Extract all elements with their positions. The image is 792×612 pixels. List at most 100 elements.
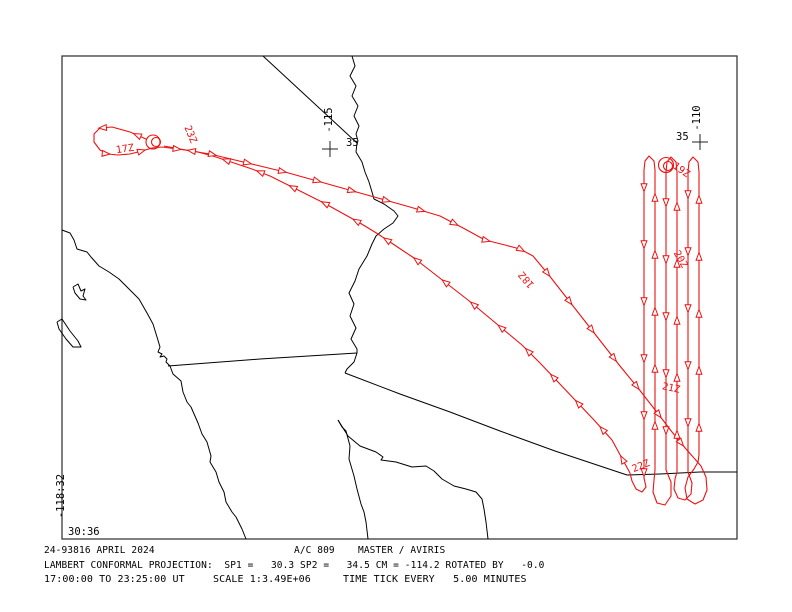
time-tick-arrow	[640, 354, 648, 364]
time-tick-arrow	[673, 429, 681, 439]
track-survey-turn-top-3	[643, 155, 656, 171]
time-tick-arrow	[620, 454, 628, 465]
time-tick-arrow	[673, 258, 681, 268]
time-tick-arrow	[673, 372, 681, 382]
time-tick-arrow	[684, 304, 692, 314]
time-tick-arrow	[684, 190, 692, 200]
track-survey-turn-bottom-2	[652, 469, 672, 506]
time-tick-arrow	[640, 183, 648, 193]
time-tick-arrow	[288, 184, 299, 193]
graticule-lat-left-label: 35	[346, 137, 359, 149]
time-tick-arrow	[662, 369, 670, 379]
time-tick-arrow	[684, 247, 692, 257]
time-tick-arrow	[651, 306, 659, 316]
track-loop-circle-1	[150, 136, 162, 148]
time-tick-arrow	[574, 399, 584, 409]
track-survey-turn-top-2	[665, 156, 678, 173]
time-tick-arrow	[662, 312, 670, 322]
time-tick-arrow	[684, 418, 692, 428]
time-tick-arrow	[255, 170, 266, 178]
time-tick-arrow	[312, 176, 323, 184]
flight-id: 24-938	[44, 545, 79, 556]
time-tick-arrow	[653, 408, 662, 419]
time-tick-arrow	[662, 255, 670, 265]
map-gulf-east-shore	[337, 419, 489, 540]
time-tick-arrow	[469, 301, 480, 311]
time-tick-arrow	[207, 150, 218, 158]
time-tick-arrow	[608, 352, 618, 363]
time-tick-arrow	[221, 158, 232, 166]
time-tick-info: TIME TICK EVERY 5.00 MINUTES	[343, 574, 527, 585]
flight-date: 16 APRIL 2024	[79, 545, 155, 556]
map-pacific-coast	[61, 229, 171, 367]
time-tick-arrow	[172, 144, 183, 153]
time-tick-arrow	[440, 279, 451, 288]
track-survey-entry-loop	[684, 454, 708, 505]
time-tick-arrow	[662, 426, 670, 436]
track-survey-turn-bottom-1	[673, 471, 693, 501]
graticule-lat-right-label: 35	[676, 131, 689, 143]
graticule-lon-right-label: -110	[691, 105, 703, 131]
projection-info: LAMBERT CONFORMAL PROJECTION: SP1 = 30.3…	[44, 560, 545, 571]
time-tick-arrow	[277, 166, 288, 174]
sensor-names: MASTER / AVIRIS	[358, 545, 446, 556]
time-tick-arrow	[599, 425, 609, 436]
track-outbound-transit	[93, 126, 695, 459]
time-range: 17:00:00 TO 23:25:00 UT	[44, 574, 185, 585]
aircraft-id: A/C 809	[294, 545, 335, 556]
time-tick-arrow	[651, 420, 659, 430]
track-loop-circle-0	[145, 134, 161, 150]
graticule-lon-left-label: -115	[323, 107, 335, 133]
time-tick-arrow	[524, 347, 534, 357]
map-frame	[61, 55, 738, 540]
map-ca-nv-border	[262, 55, 358, 144]
time-tick-arrow	[186, 148, 197, 156]
time-tick-arrow	[481, 235, 492, 243]
time-tick-arrow	[586, 324, 595, 334]
time-tick-arrow	[448, 218, 460, 226]
time-tick-arrow	[381, 195, 392, 203]
time-tick-arrow	[662, 198, 670, 208]
corner-lon-label: -118:32	[55, 473, 67, 519]
track-loop-circle-3	[662, 160, 674, 172]
track-survey-turn-top-1	[687, 156, 700, 173]
time-tick-arrow	[497, 324, 507, 334]
map-colorado-river	[344, 55, 399, 374]
time-tick-arrow	[673, 315, 681, 325]
time-tick-arrow	[541, 267, 551, 278]
time-tick-arrow	[675, 437, 685, 447]
map-gulf-west-shore	[337, 419, 369, 540]
time-tick-arrow	[695, 365, 703, 375]
time-tick-arrow	[695, 194, 703, 204]
time-tick-arrow	[242, 158, 253, 166]
time-tick-arrow	[631, 380, 640, 391]
track-return-transit	[163, 145, 631, 474]
map-scale: SCALE 1:3.49E+06	[213, 574, 311, 585]
map-island-catalina	[72, 283, 87, 301]
time-tick-arrow	[695, 308, 703, 318]
time-tick-arrow	[640, 468, 648, 478]
time-tick-arrow	[97, 123, 108, 132]
map-island-san-clemente	[56, 318, 82, 348]
time-tick-arrow	[101, 149, 112, 157]
time-tick-arrow	[651, 363, 659, 373]
track-survey-exit-hook	[629, 472, 647, 493]
graticule-cross-left	[322, 141, 338, 157]
time-tick-arrow	[564, 295, 573, 306]
time-tick-arrow	[684, 361, 692, 371]
time-tick-arrow	[640, 411, 648, 421]
map-mx-border-southeast	[344, 372, 737, 476]
time-tick-arrow	[695, 422, 703, 432]
time-tick-arrow	[132, 133, 143, 141]
time-tick-arrow	[412, 256, 423, 266]
time-tick-arrow	[549, 373, 559, 383]
time-tick-arrow	[415, 205, 427, 213]
time-tick-arrow	[515, 244, 526, 253]
time-tick-arrow	[640, 240, 648, 250]
time-tick-arrow	[346, 186, 357, 194]
time-tick-arrow	[382, 237, 393, 246]
time-tick-arrow	[695, 251, 703, 261]
time-tick-arrow	[651, 192, 659, 202]
